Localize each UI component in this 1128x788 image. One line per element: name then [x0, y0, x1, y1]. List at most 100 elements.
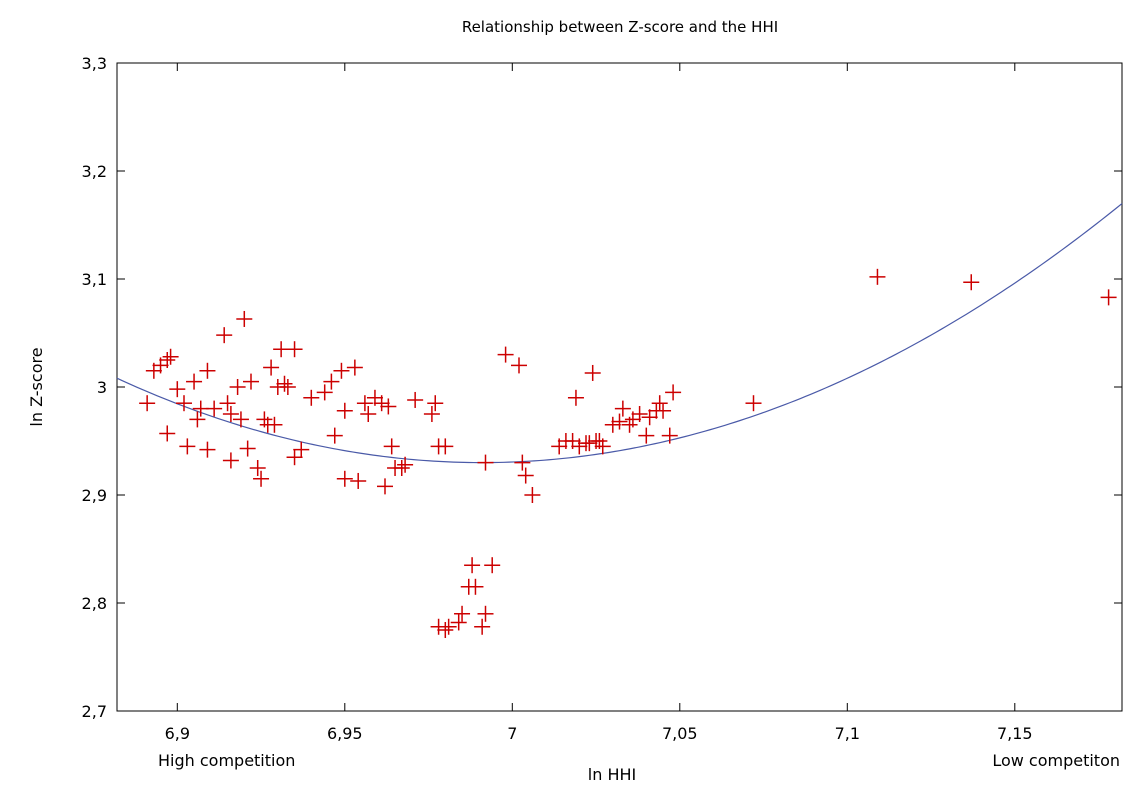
scatter-point [169, 381, 186, 398]
scatter-point [665, 384, 682, 401]
scatter-point [249, 460, 266, 476]
scatter-point [611, 413, 628, 430]
scatter-point [638, 427, 655, 444]
scatter-points-layer [139, 268, 1117, 638]
scatter-point [346, 359, 363, 376]
scatter-point [293, 441, 310, 458]
scatter-point [464, 557, 481, 574]
scatter-point [159, 425, 176, 442]
scatter-point [440, 618, 457, 635]
scatter-point [336, 402, 353, 419]
x-tick-label: 7 [507, 724, 517, 743]
scatter-point [614, 400, 631, 417]
scatter-point [286, 449, 303, 466]
scatter-point [397, 456, 414, 473]
scatter-point [450, 614, 467, 631]
y-tick-label: 2,8 [82, 594, 107, 613]
scatter-point [383, 438, 400, 455]
scatter-point [437, 622, 454, 638]
scatter-point [266, 416, 283, 433]
scatter-point [360, 406, 377, 422]
scatter-point [567, 389, 584, 406]
scatter-point [336, 470, 353, 487]
right-annotation: Low competiton [992, 751, 1120, 770]
y-tick-label: 2,7 [82, 702, 107, 721]
scatter-point [571, 438, 588, 455]
scatter-point [350, 472, 367, 489]
scatter-point [222, 452, 239, 469]
scatter-point [323, 373, 340, 390]
scatter-point [477, 454, 494, 471]
scatter-point [745, 395, 762, 412]
scatter-point [239, 440, 256, 457]
scatter-point [423, 406, 440, 422]
scatter-point [279, 379, 296, 395]
scatter-point [474, 618, 491, 635]
scatter-point [356, 395, 373, 412]
scatter-point [651, 395, 668, 412]
left-annotation: High competition [158, 751, 295, 770]
scatter-point [232, 411, 249, 428]
scatter-point [199, 441, 216, 458]
x-tick-label: 7,1 [835, 724, 860, 743]
scatter-point [631, 406, 648, 422]
scatter-point [427, 395, 444, 412]
x-tick-label: 7,05 [662, 724, 698, 743]
scatter-point [655, 402, 672, 419]
plot-area-frame [116, 62, 1123, 712]
scatter-point [333, 362, 350, 379]
scatter-point [192, 400, 209, 417]
scatter-point [437, 438, 454, 455]
x-tick-label: 7,15 [997, 724, 1033, 743]
y-axis-label: ln Z-score [27, 347, 46, 426]
scatter-point [162, 348, 179, 365]
y-tick-label: 3,1 [82, 270, 107, 289]
scatter-point [380, 398, 397, 415]
scatter-point [186, 373, 203, 390]
scatter-point [176, 395, 192, 412]
y-tick-label: 3,3 [82, 54, 107, 73]
scatter-point [273, 341, 290, 358]
scatter-point [219, 395, 236, 412]
y-axis: 2,7 2,8 2,9 3 3,1 3,2 3,3 [82, 54, 1122, 721]
scatter-point [393, 460, 410, 476]
scatter-point [641, 409, 658, 426]
scatter-point [407, 391, 424, 408]
scatter-point [454, 605, 471, 622]
scatter-point [253, 470, 270, 487]
fit-curve [116, 203, 1123, 464]
scatter-point [229, 379, 246, 395]
scatter-point [517, 467, 534, 484]
scatter-point [236, 310, 253, 327]
scatter-point [584, 364, 601, 381]
scatter-point [869, 268, 886, 285]
y-tick-label: 2,9 [82, 486, 107, 505]
x-tick-label: 6,9 [165, 724, 190, 743]
scatter-point [159, 352, 176, 368]
y-tick-label: 3 [97, 378, 107, 397]
x-axis: 6,9 6,95 7 7,05 7,1 7,15 [165, 63, 1033, 743]
scatter-point [514, 454, 531, 471]
scatter-point [484, 557, 501, 574]
scatter-point [477, 605, 494, 622]
scatter-point [216, 327, 233, 344]
scatter-point [206, 400, 223, 417]
scatter-point [467, 578, 484, 595]
y-tick-label: 3,2 [82, 162, 107, 181]
scatter-point [243, 373, 259, 390]
fit-curve-layer [116, 203, 1123, 464]
x-axis-label: ln HHI [588, 765, 636, 784]
scatter-point [511, 357, 527, 374]
scatter-point [179, 438, 196, 455]
scatter-point [497, 346, 514, 363]
scatter-point [604, 416, 621, 433]
scatter-point [594, 438, 611, 455]
chart-title: Relationship between Z-score and the HHI [462, 18, 778, 36]
scatter-point [1100, 289, 1117, 306]
scatter-point [377, 478, 393, 495]
scatter-point [373, 395, 390, 412]
scatter-point [199, 362, 216, 379]
scatter-point [661, 427, 678, 444]
